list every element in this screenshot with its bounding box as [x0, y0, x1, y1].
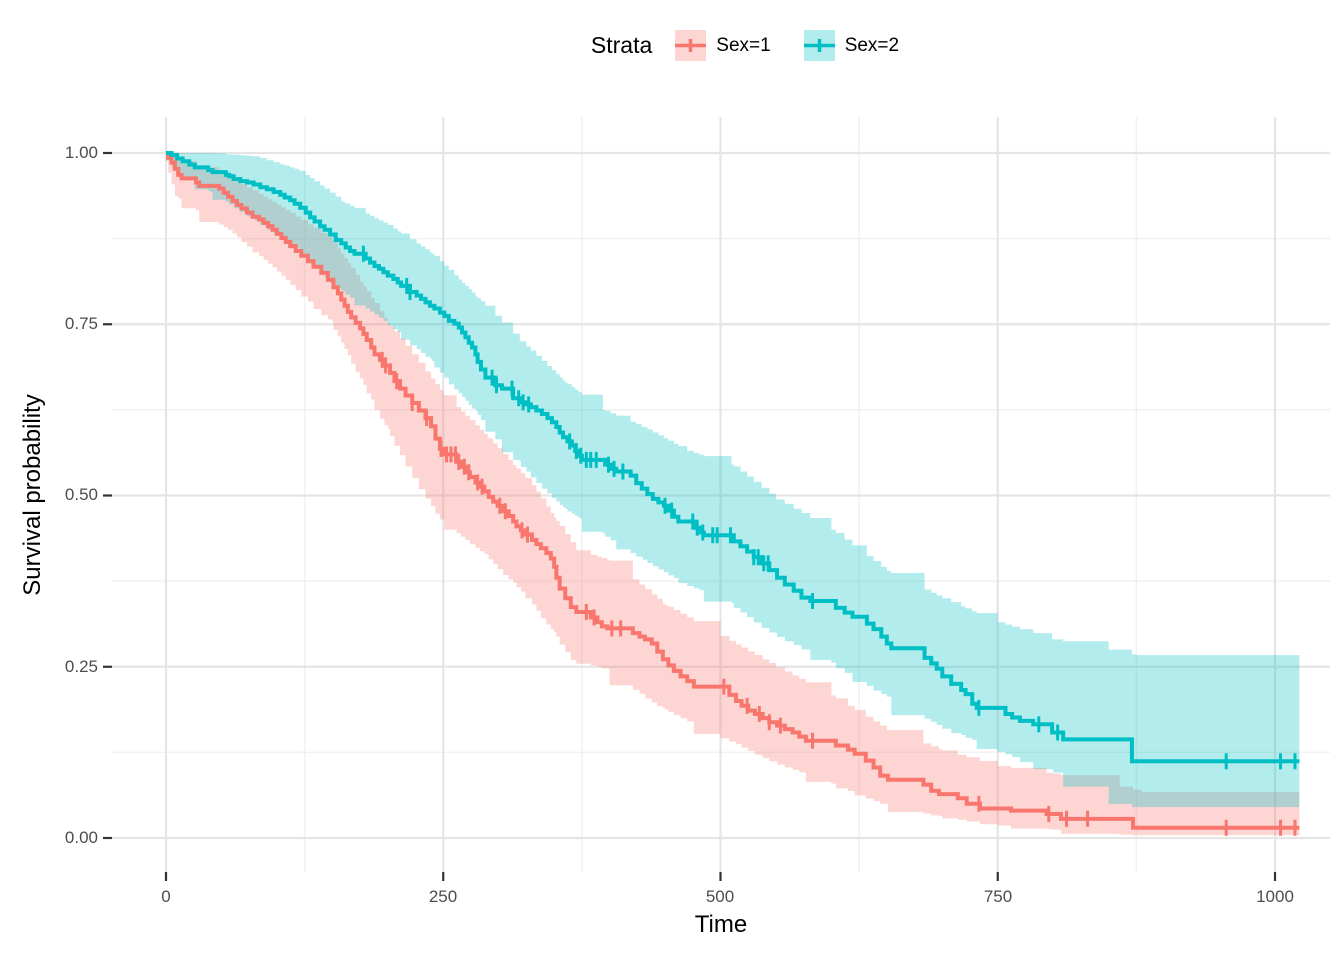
x-tick-label-0: 0: [161, 887, 171, 906]
legend-label-sex1: Sex=1: [716, 34, 771, 56]
legend-item-sex2: Sex=2: [803, 30, 900, 61]
x-tick-label-750: 750: [983, 887, 1013, 906]
y-tick-label-050: 0.50: [64, 485, 98, 504]
x-tick-label-1000: 1000: [1256, 887, 1294, 906]
x-axis-title: Time: [694, 911, 748, 938]
km-curve-sex2: [166, 151, 1300, 764]
y-tick-label-075: 0.75: [64, 314, 98, 333]
censor-marks-sex2: [361, 245, 1297, 770]
axis-tick-marks: [103, 151, 1277, 881]
legend: Strata Sex=1 Sex=2: [73, 30, 1344, 61]
y-tick-label-100: 1.00: [64, 143, 98, 162]
gridlines-major: [112, 117, 1330, 872]
censor-marks-sex1: [380, 351, 1297, 836]
x-tick-label-250: 250: [428, 887, 458, 906]
km-curve-sex1: [166, 151, 1300, 830]
legend-title: Strata: [590, 32, 653, 58]
legend-key-sex2-icon: [803, 30, 835, 61]
y-tick-label-025: 0.25: [64, 657, 98, 676]
x-tick-label-500: 500: [705, 887, 735, 906]
legend-key-sex1-icon: [675, 30, 707, 61]
ci-band-sex1: [166, 153, 1300, 836]
legend-item-sex1: Sex=1: [675, 30, 771, 61]
y-axis-title: Survival probability: [19, 394, 46, 596]
legend-label-sex2: Sex=2: [844, 34, 900, 56]
y-tick-label-000: 0.00: [64, 828, 98, 847]
